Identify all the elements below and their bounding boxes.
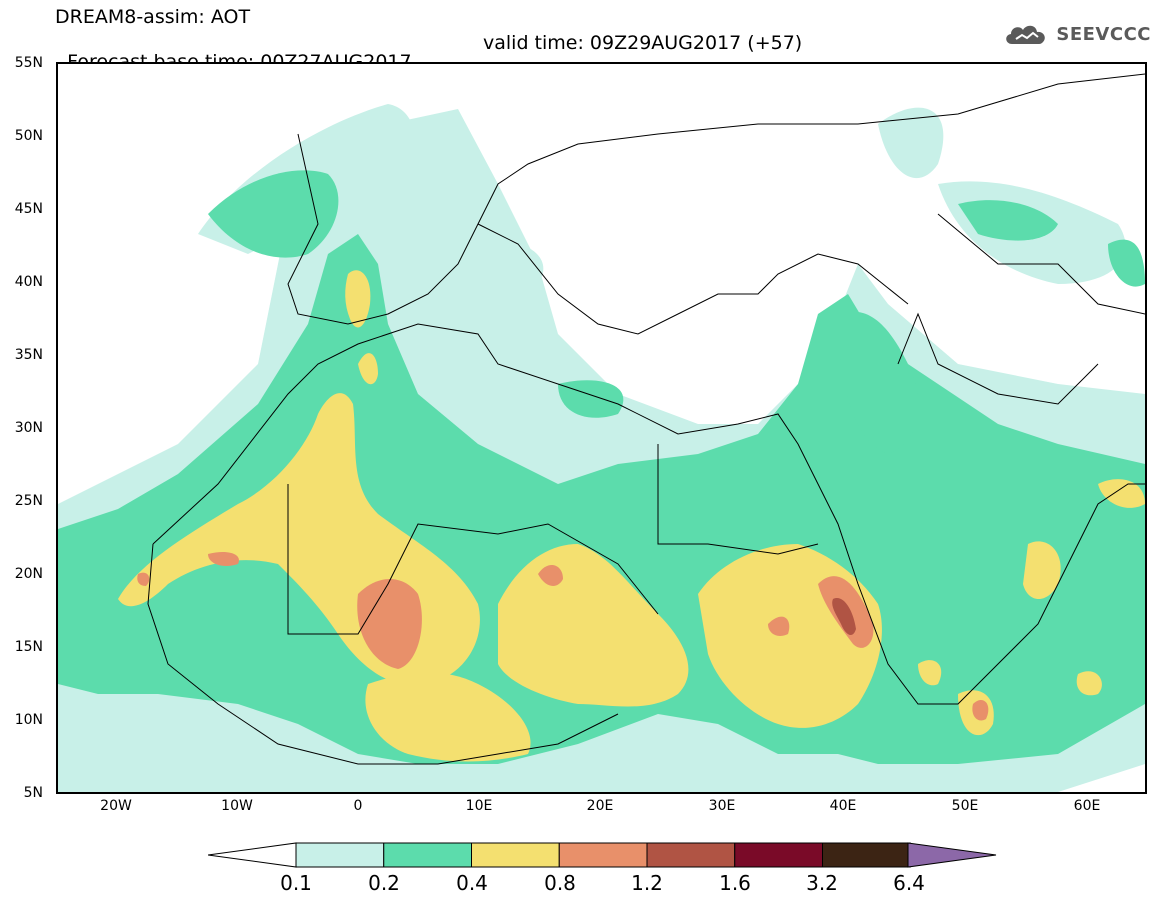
seevccc-logo: SEEVCCC — [1002, 20, 1151, 48]
lon-label: 50E — [951, 798, 979, 814]
lon-label: 40E — [829, 798, 857, 814]
colorbar-label: 3.2 — [806, 871, 838, 895]
lat-label: 20N — [14, 566, 43, 582]
lat-label: 30N — [14, 420, 43, 436]
colorbar-cell — [383, 842, 472, 868]
lon-label: 0 — [353, 798, 363, 814]
colorbar-label: 0.1 — [280, 871, 312, 895]
colorbar-label: 0.8 — [544, 871, 576, 895]
colorbar-cells — [295, 842, 911, 868]
lat-label: 50N — [14, 128, 43, 144]
lat-label: 5N — [23, 785, 43, 801]
colorbar-cell — [822, 842, 911, 868]
colorbar-label: 6.4 — [893, 871, 925, 895]
lat-label: 25N — [14, 493, 43, 509]
colorbar-cell — [471, 842, 560, 868]
lat-label: 40N — [14, 274, 43, 290]
lat-label: 55N — [14, 55, 43, 71]
colorbar-under-triangle — [208, 842, 297, 868]
colorbar-label: 0.2 — [368, 871, 400, 895]
colorbar-label: 1.2 — [631, 871, 663, 895]
lat-label: 45N — [14, 201, 43, 217]
lat-label: 10N — [14, 712, 43, 728]
colorbar-cell — [295, 842, 385, 868]
aot-map — [56, 62, 1147, 794]
aot-level-1.2 — [832, 598, 856, 636]
colorbar-label: 0.4 — [456, 871, 488, 895]
colorbar-cell — [558, 842, 648, 868]
colorbar-cell — [646, 842, 736, 868]
lon-label: 20W — [100, 798, 132, 814]
chart-title: DREAM8-assim: AOT — [55, 6, 251, 28]
lon-label: 60E — [1073, 798, 1101, 814]
lon-label: 30E — [708, 798, 736, 814]
lat-label: 15N — [14, 639, 43, 655]
colorbar — [208, 842, 997, 868]
colorbar-cell — [734, 842, 823, 868]
coastlines-borders — [147, 73, 1145, 765]
lat-label: 35N — [14, 347, 43, 363]
cloud-icon — [1006, 25, 1046, 44]
logo-text: SEEVCCC — [1056, 23, 1151, 45]
colorbar-over-triangle — [907, 842, 997, 868]
lon-label: 10W — [221, 798, 253, 814]
lon-label: 10E — [465, 798, 493, 814]
aot-field — [58, 73, 1145, 792]
colorbar-label: 1.6 — [719, 871, 751, 895]
valid-time: valid time: 09Z29AUG2017 (+57) — [483, 32, 803, 54]
lon-label: 20E — [586, 798, 614, 814]
